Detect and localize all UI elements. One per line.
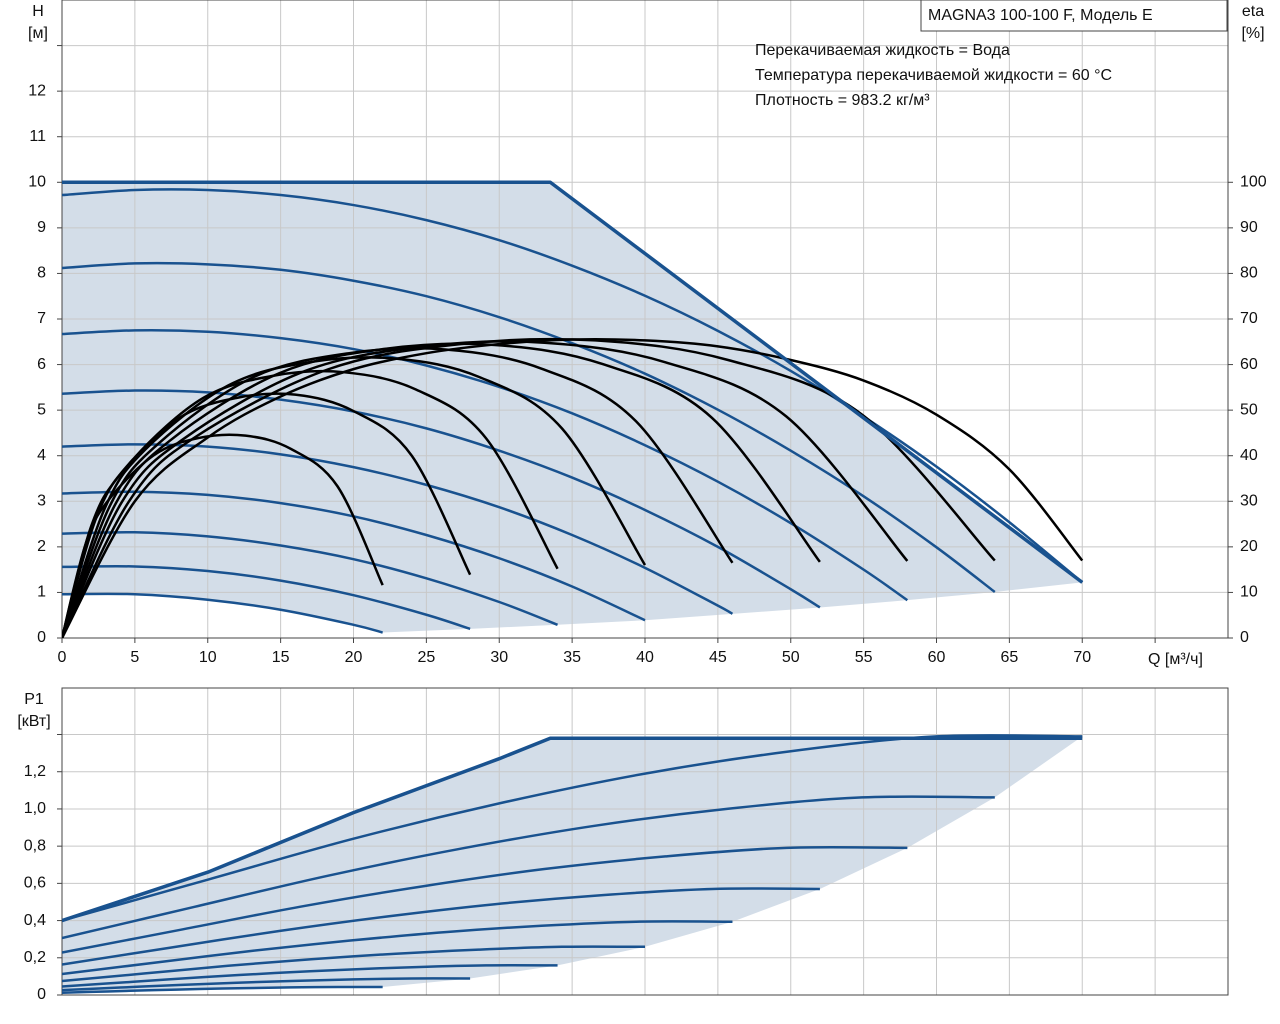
plot-frame (61, 687, 1229, 996)
x-tick-label: 70 (1073, 649, 1091, 666)
y-axis-unit: [м] (28, 25, 48, 42)
performance-curve (62, 887, 820, 966)
plot-frame (61, 0, 1229, 639)
performance-curve (62, 592, 383, 634)
efficiency-curve (62, 392, 472, 638)
y-tick-label: 7 (37, 310, 46, 327)
efficiency-curve (62, 342, 821, 638)
efficiency-curve (62, 340, 909, 638)
performance-curve (62, 188, 1084, 584)
y-tick-label: 0,4 (24, 912, 46, 929)
x-tick-label: 0 (58, 649, 67, 666)
performance-curve (62, 845, 908, 954)
y-axis-label: P1 (24, 691, 44, 708)
x-tick-label: 5 (130, 649, 139, 666)
limit-curve (62, 180, 1084, 584)
y-tick-label: 0 (37, 629, 46, 646)
annotation: Перекачиваемая жидкость = Вода (755, 42, 1010, 59)
series-layer (62, 734, 1083, 995)
y2-tick-label: 40 (1240, 447, 1258, 464)
x-tick-label: 50 (782, 649, 800, 666)
y2-tick-label: 30 (1240, 493, 1258, 510)
y-tick-label: 11 (29, 128, 46, 145)
y-tick-label: 2 (37, 538, 46, 555)
x-tick-label: 35 (563, 649, 581, 666)
x-axis-label: Q [м³/ч] (1148, 651, 1203, 668)
annotation: Плотность = 983.2 кг/м³ (755, 92, 930, 109)
x-tick-label: 10 (199, 649, 217, 666)
x-tick-label: 25 (417, 649, 435, 666)
y2-axis-unit: [%] (1241, 25, 1264, 42)
y2-tick-label: 60 (1240, 356, 1258, 373)
y-axis-unit: [кВт] (17, 713, 50, 730)
x-tick-label: 55 (855, 649, 873, 666)
x-tick-label: 15 (272, 649, 290, 666)
performance-curve (62, 443, 734, 615)
performance-curve (62, 329, 909, 602)
y-tick-label: 8 (37, 265, 46, 282)
y-tick-label: 1,0 (24, 800, 46, 817)
performance-curve (62, 977, 471, 992)
efficiency-curve (62, 337, 1084, 638)
limit-curve (62, 736, 1083, 923)
x-tick-label: 40 (636, 649, 654, 666)
y2-axis-label: eta (1242, 3, 1264, 20)
performance-curve (62, 261, 996, 593)
y2-tick-label: 90 (1240, 219, 1258, 236)
performance-curve (62, 795, 995, 940)
performance-curve (62, 564, 471, 631)
y-tick-label: 4 (37, 447, 46, 464)
y-tick-label: 0,6 (24, 875, 46, 892)
y-tick-label: 3 (37, 493, 46, 510)
y-tick-label: 10 (28, 174, 46, 191)
y-tick-label: 1 (37, 584, 46, 601)
x-tick-label: 20 (345, 649, 363, 666)
y2-tick-label: 80 (1240, 265, 1258, 282)
y-tick-label: 1,2 (24, 763, 46, 780)
y-tick-label: 12 (28, 82, 46, 99)
chart-title: MAGNA3 100-100 F, Модель E (928, 7, 1153, 24)
performance-curve (62, 530, 559, 626)
series-layer (62, 180, 1084, 638)
x-tick-label: 45 (709, 649, 727, 666)
performance-curve (62, 945, 646, 983)
y-tick-label: 0,8 (24, 837, 46, 854)
y-tick-label: 0,2 (24, 949, 46, 966)
y2-tick-label: 100 (1240, 174, 1267, 191)
y2-tick-label: 70 (1240, 310, 1258, 327)
annotation: Температура перекачиваемой жидкости = 60… (755, 67, 1112, 84)
y2-tick-label: 10 (1240, 584, 1258, 601)
performance-curve (62, 920, 733, 976)
y-tick-label: 9 (37, 219, 46, 236)
y-tick-label: 6 (37, 356, 46, 373)
y2-tick-label: 20 (1240, 538, 1258, 555)
y2-tick-label: 0 (1240, 629, 1249, 646)
y-tick-label: 5 (37, 401, 46, 418)
y2-tick-label: 50 (1240, 401, 1258, 418)
x-tick-label: 65 (1000, 649, 1018, 666)
performance-curve (62, 964, 558, 988)
x-tick-label: 60 (928, 649, 946, 666)
title-box (920, 0, 1228, 32)
x-tick-label: 30 (490, 649, 508, 666)
y-tick-label: 0 (37, 986, 46, 1003)
performance-curve (62, 985, 383, 995)
y-axis-label: H (32, 3, 44, 20)
